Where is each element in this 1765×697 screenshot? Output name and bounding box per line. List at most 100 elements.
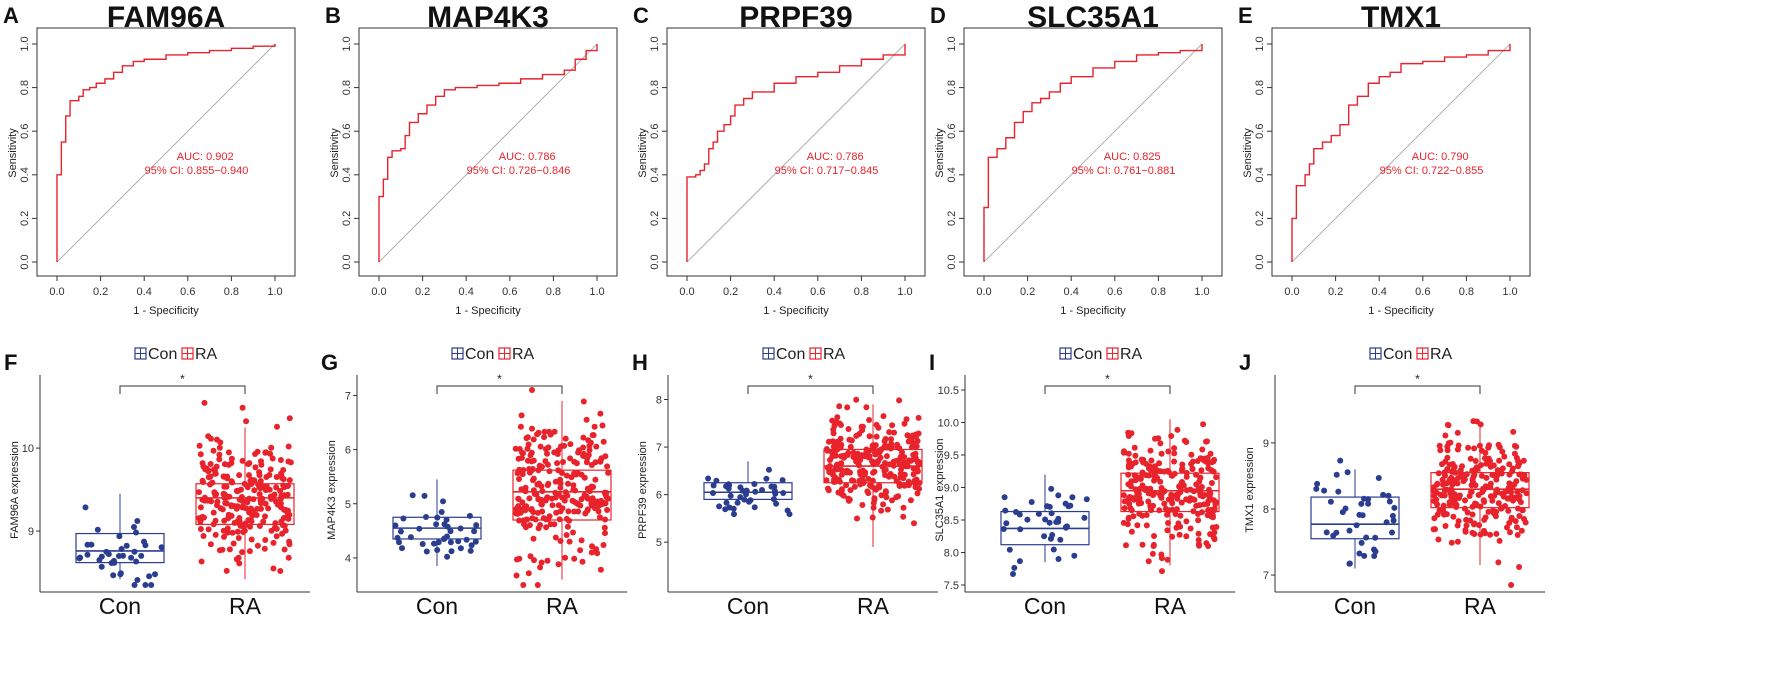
data-point-ra [1486,442,1492,449]
data-point-con [759,487,765,493]
data-point-ra [520,467,527,473]
roc-curve [56,44,276,262]
data-point-con [779,477,786,484]
x-tick-label: 0.2 [93,286,108,298]
data-point-ra [1510,428,1517,435]
y-tick-label: 7 [1263,570,1269,582]
y-axis-label: TMX1 expression [1244,447,1256,533]
data-point-con [737,494,744,501]
data-point-ra [1438,492,1445,499]
data-point-ra [1132,452,1139,459]
data-point-ra [1207,450,1214,457]
data-point-ra [241,480,248,487]
data-point-ra [574,501,581,507]
data-point-con [1372,548,1379,555]
data-point-con [447,539,454,546]
data-point-ra [1514,532,1521,538]
data-point-ra [558,443,564,450]
data-point-ra [1125,450,1132,457]
data-point-con [1380,491,1387,498]
data-point-ra [516,555,523,562]
data-point-ra [1165,469,1172,475]
data-point-ra [273,525,280,532]
data-point-con [1071,552,1078,559]
data-point-ra [891,429,897,436]
legend-ra-label: RA [1120,346,1143,363]
data-point-ra [560,459,566,465]
data-point-ra [228,460,235,466]
data-point-con [1016,511,1023,518]
data-point-ra [907,457,914,464]
data-point-ra [1143,512,1150,518]
data-point-ra [274,501,281,508]
data-point-con [82,504,89,511]
x-tick-label: 0.4 [1064,286,1079,298]
data-point-con [1028,499,1035,505]
data-point-ra [534,582,541,588]
data-point-ra [1448,539,1455,546]
significance-marker: * [497,372,502,386]
data-point-ra [262,500,269,507]
data-point-ra [1490,471,1497,478]
data-point-ra [858,452,865,459]
y-tick-label: 0.0 [946,254,958,269]
data-point-ra [544,557,551,564]
data-point-ra [197,518,204,525]
data-point-ra [1498,470,1505,477]
x-axis-label: 1 - Specificity [133,305,199,317]
data-point-ra [543,524,550,531]
data-point-ra [884,506,891,513]
data-point-ra [1156,507,1163,514]
data-point-ra [1205,460,1212,467]
data-point-ra [1445,422,1452,429]
y-tick-label: 9 [28,526,34,538]
significance-bracket [1044,385,1171,394]
data-point-ra [828,448,835,455]
y-tick-label: 0.0 [19,254,31,269]
data-point-ra [1147,447,1154,454]
data-point-ra [1474,466,1480,473]
data-point-ra [1128,478,1135,485]
data-point-con [1327,498,1334,505]
data-point-ra [1152,435,1158,442]
ci-text: 95% CI: 0.722−0.855 [1380,165,1484,177]
data-point-ra [1161,500,1168,507]
data-point-ra [211,490,218,496]
data-point-ra [838,466,845,473]
category-label-con: Con [1334,593,1376,619]
data-point-con [1361,552,1368,559]
panel-label: B [325,3,341,28]
data-point-ra [225,449,232,456]
data-point-ra [1518,527,1525,534]
data-point-con [471,528,478,535]
data-point-ra [555,502,562,509]
data-point-ra [586,447,593,454]
data-point-ra [1161,468,1168,475]
data-point-ra [845,426,852,432]
data-point-ra [280,482,287,489]
x-tick-label: 0.0 [679,286,694,298]
data-point-ra [1151,477,1158,484]
data-point-ra [538,496,545,503]
data-point-ra [563,515,570,522]
data-point-ra [914,490,921,497]
data-point-ra [1492,513,1499,520]
data-point-con [766,466,772,473]
data-point-ra [1460,478,1467,485]
data-point-ra [853,458,860,465]
data-point-con [770,496,777,503]
x-axis-label: 1 - Specificity [455,305,521,317]
data-point-con [1046,519,1053,526]
y-tick-label: 8 [656,395,662,407]
data-point-ra [1472,500,1478,507]
data-point-con [1356,550,1363,557]
data-point-con [1358,500,1365,507]
roc-curve [983,44,1203,262]
data-point-ra [580,398,587,405]
data-point-ra [257,485,264,492]
data-point-ra [254,448,261,455]
data-point-ra [1120,492,1127,499]
data-point-con [1057,536,1064,543]
data-point-ra [908,444,915,451]
data-point-ra [1506,471,1513,478]
